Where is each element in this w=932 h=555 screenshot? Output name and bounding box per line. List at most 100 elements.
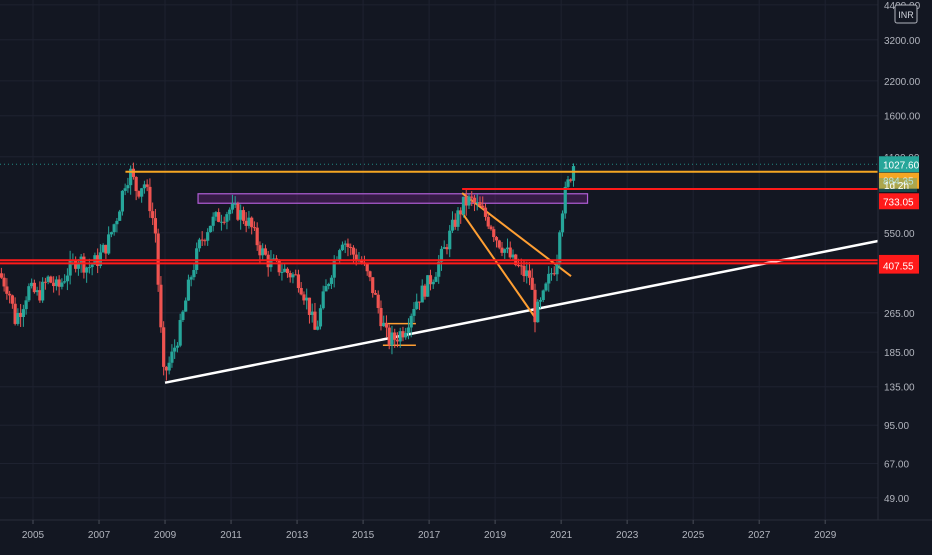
candle-body (255, 227, 259, 246)
candle-body (90, 264, 94, 268)
candle-body (373, 293, 378, 295)
candle-body (250, 217, 254, 228)
y-tick-label: 1600.00 (884, 112, 921, 123)
x-tick-label: 2023 (616, 530, 639, 541)
candle-body (49, 276, 53, 283)
candle-body (274, 258, 279, 260)
candle-body (368, 271, 372, 278)
candle-body (354, 254, 358, 262)
candle-body (118, 211, 122, 221)
candle-body (32, 282, 36, 293)
candle-body (104, 244, 108, 254)
candle-body (296, 274, 301, 289)
candle-body (178, 320, 182, 346)
candle-body (236, 203, 240, 220)
candle-body (142, 184, 147, 189)
currency-label: INR (898, 10, 914, 20)
candle-body (145, 184, 149, 187)
candle-body (475, 202, 479, 204)
candle-body (302, 294, 306, 301)
candle-body (538, 299, 543, 302)
candle-body (43, 281, 47, 283)
candle-body (332, 260, 336, 278)
candle-body (65, 275, 69, 282)
candle-body (500, 247, 504, 253)
candle-body (439, 248, 444, 262)
candle-body (527, 270, 532, 278)
candle-body (217, 212, 221, 222)
candle-body (555, 262, 559, 275)
candle-body (486, 216, 490, 227)
candle-body (390, 332, 394, 346)
price-label-bg (879, 156, 919, 173)
x-tick-label: 2021 (550, 530, 573, 541)
candle-body (173, 347, 177, 352)
candle-body (456, 210, 460, 227)
candle-body (423, 285, 427, 297)
candle-body (27, 286, 31, 301)
candle-body (505, 247, 510, 250)
time-axis[interactable]: 2005 2007 2009 2011 2013 2015 2017 2019 2021 2023… (0, 519, 932, 541)
countdown-label: 1d 2h (884, 181, 909, 192)
candle-body (195, 248, 199, 270)
candle-body (137, 191, 141, 197)
candle-body (481, 205, 485, 208)
candle-body (343, 243, 347, 245)
candle-body (120, 190, 125, 212)
candle-body (35, 290, 39, 293)
candle-body (277, 259, 281, 273)
candle-body (371, 277, 375, 294)
candle-body (294, 274, 298, 276)
y-tick-label: 95.00 (884, 421, 909, 432)
candle-body (10, 295, 14, 304)
candle-body (21, 309, 25, 318)
candle-body (115, 220, 119, 225)
candle-body (327, 283, 331, 287)
x-tick-label: 2019 (484, 530, 507, 541)
currency-badge[interactable]: INR (894, 4, 918, 24)
candle-body (434, 276, 438, 282)
candle-body (38, 290, 42, 301)
candle-body (560, 213, 565, 233)
candle-body (351, 247, 356, 255)
candle-body (503, 249, 507, 253)
candle-body (159, 284, 163, 328)
candle-body (401, 331, 405, 338)
candle-body (442, 247, 446, 249)
price-label: 407.55 (883, 262, 914, 273)
candle-body (307, 297, 312, 315)
candle-body (291, 274, 295, 278)
candle-body (530, 277, 534, 290)
candle-body (478, 202, 482, 206)
candle-body (522, 265, 526, 277)
candle-body (379, 307, 383, 327)
candle-body (404, 332, 408, 338)
candle-body (437, 261, 441, 277)
candle-body (252, 227, 257, 229)
y-tick-label: 135.00 (884, 383, 915, 394)
candle-body (30, 282, 34, 287)
candle-body (349, 247, 353, 249)
purple-zone (197, 193, 589, 204)
candle-body (571, 166, 576, 181)
countdown-badge: 1d 2h (879, 178, 917, 192)
candle-body (316, 326, 320, 330)
candle-body (60, 282, 64, 287)
levels (0, 170, 878, 265)
candle-body (428, 275, 433, 285)
candle-body (200, 239, 204, 241)
orange-channel-line (461, 212, 536, 318)
y-tick-label: 185.00 (884, 348, 915, 359)
candle-body (162, 327, 166, 367)
candle-body (156, 233, 160, 285)
candle-body (230, 203, 235, 210)
candle-body (445, 247, 449, 250)
candle-body (305, 297, 309, 301)
candle-body (489, 226, 493, 230)
candle-body (247, 217, 251, 226)
candle-body (211, 216, 215, 226)
candle-body (197, 239, 202, 249)
candle-body (263, 248, 268, 255)
candle-body (299, 288, 303, 295)
